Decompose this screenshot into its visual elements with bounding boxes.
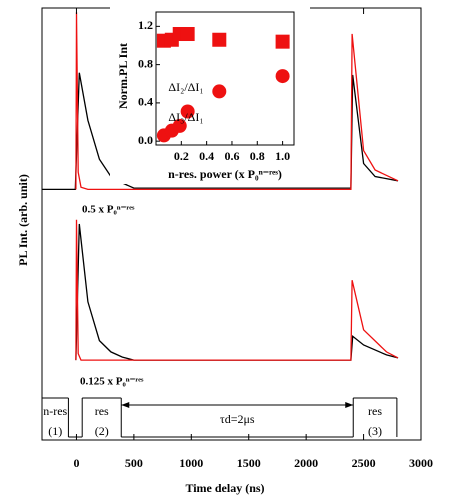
arrow-head (121, 402, 130, 408)
x-tick-label: 1000 (179, 456, 203, 470)
series-label: ΔI₂/ΔI₁ (168, 80, 203, 94)
pulse-label: res (368, 404, 382, 418)
inset-x-tick-label: 0.8 (250, 149, 265, 163)
inset-frame (155, 11, 295, 146)
x-axis-label: Time delay (ns) (185, 481, 264, 495)
inset-y-tick-label: 0.0 (138, 133, 153, 147)
inset-y-tick-label: 0.4 (138, 95, 153, 109)
marker-circle (180, 104, 195, 119)
pulse-number: (1) (48, 424, 62, 438)
inset-background (110, 4, 310, 184)
trace (75, 12, 399, 191)
inset-y-label: Norm.PL Int (116, 43, 130, 109)
inset-x-tick-label: 0.4 (199, 149, 214, 163)
x-tick-label: 2000 (294, 456, 318, 470)
inset-x-tick-label: 0.6 (224, 149, 239, 163)
pulse-number: (2) (95, 424, 109, 438)
arrow-head (345, 402, 354, 408)
inset-x-label: n-res. power (x P₀ⁿ⁻ʳᵉˢ) (168, 167, 282, 181)
x-tick-label: 1500 (237, 456, 261, 470)
marker-square (275, 34, 290, 49)
trace (75, 223, 399, 361)
inset-x-tick-label: 0.2 (174, 149, 189, 163)
inset-x-tick-label: 1.0 (275, 149, 290, 163)
inset-y-tick-label: 0.8 (138, 56, 153, 70)
pulse-number: (3) (368, 424, 382, 438)
trace-label: 0.5 x P₀ⁿ⁻ʳᵉˢ (82, 204, 135, 216)
marker-circle (275, 69, 290, 84)
inset-y-tick-label: 1.2 (138, 18, 153, 32)
trace (75, 219, 399, 361)
trace-label: 0.125 x P₀ⁿ⁻ʳᵉˢ (80, 376, 144, 388)
pulse-label: res (95, 404, 109, 418)
marker-circle (172, 118, 187, 133)
delay-label: τd=2μs (220, 412, 255, 426)
x-tick-label: 2500 (352, 456, 376, 470)
marker-square (212, 32, 227, 47)
x-tick-label: 3000 (409, 456, 433, 470)
x-tick-label: 500 (125, 456, 143, 470)
y-axis-label: PL Int. (arb. unit) (16, 174, 30, 266)
marker-circle (212, 84, 227, 99)
marker-square (180, 27, 195, 42)
x-tick-label: 0 (73, 456, 79, 470)
series-label: ΔI₃/ΔI₁ (168, 110, 203, 124)
pulse-label: n-res (43, 404, 67, 418)
